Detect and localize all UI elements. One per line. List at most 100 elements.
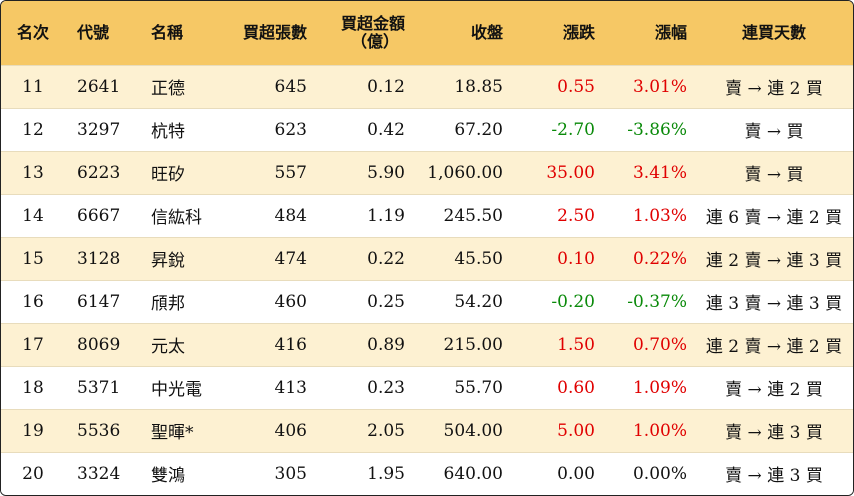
table-row: 16 6147 頎邦 460 0.25 54.20 -0.20 -0.37% 連 3 賣 → 連… bbox=[1, 279, 853, 323]
cell-change: 0.55 bbox=[511, 64, 603, 108]
header-streak: 連買天數 bbox=[741, 22, 806, 42]
cell-streak: 賣 → 連 3 買 bbox=[695, 408, 853, 452]
cell-code: 5371 bbox=[65, 365, 137, 409]
cell-rank: 20 bbox=[1, 451, 65, 495]
cell-close: 215.00 bbox=[413, 322, 511, 366]
cell-code: 6667 bbox=[65, 193, 137, 237]
cell-close: 18.85 bbox=[413, 64, 511, 108]
cell-net-buy-amount: 1.19 bbox=[315, 193, 413, 237]
cell-net-buy-lots: 623 bbox=[219, 107, 315, 151]
header-code: 代號 bbox=[77, 22, 110, 42]
cell-rank: 19 bbox=[1, 408, 65, 452]
cell-name: 信紘科 bbox=[137, 193, 219, 237]
cell-change-pct: 1.03% bbox=[603, 193, 695, 237]
cell-net-buy-amount: 0.42 bbox=[315, 107, 413, 151]
cell-code: 3324 bbox=[65, 451, 137, 495]
cell-rank: 15 bbox=[1, 236, 65, 280]
cell-net-buy-amount: 2.05 bbox=[315, 408, 413, 452]
cell-change: 1.50 bbox=[511, 322, 603, 366]
cell-net-buy-lots: 645 bbox=[219, 64, 315, 108]
cell-streak: 連 3 賣 → 連 3 買 bbox=[695, 279, 853, 323]
cell-close: 640.00 bbox=[413, 451, 511, 495]
cell-rank: 17 bbox=[1, 322, 65, 366]
cell-close: 45.50 bbox=[413, 236, 511, 280]
cell-name: 旺矽 bbox=[137, 150, 219, 194]
cell-close: 67.20 bbox=[413, 107, 511, 151]
cell-net-buy-lots: 460 bbox=[219, 279, 315, 323]
header-change: 漲跌 bbox=[562, 22, 595, 42]
cell-change: -0.20 bbox=[511, 279, 603, 323]
cell-change: 35.00 bbox=[511, 150, 603, 194]
header-net-buy-amount-line2: （億） bbox=[350, 31, 399, 51]
table-body: 11 2641 正德 645 0.12 18.85 0.55 3.01% 賣 → 連 2 買 12… bbox=[1, 64, 853, 495]
cell-change-pct: -0.37% bbox=[603, 279, 695, 323]
cell-change-pct: 1.00% bbox=[603, 408, 695, 452]
cell-change: -2.70 bbox=[511, 107, 603, 151]
cell-streak: 賣 → 連 2 買 bbox=[695, 365, 853, 409]
cell-streak: 賣 → 連 3 買 bbox=[695, 451, 853, 495]
header-net-buy-lots: 買超張數 bbox=[242, 22, 307, 42]
cell-close: 1,060.00 bbox=[413, 150, 511, 194]
cell-change-pct: 3.41% bbox=[603, 150, 695, 194]
cell-code: 6147 bbox=[65, 279, 137, 323]
cell-net-buy-lots: 557 bbox=[219, 150, 315, 194]
cell-streak: 連 2 賣 → 連 2 買 bbox=[695, 322, 853, 366]
cell-change: 0.10 bbox=[511, 236, 603, 280]
cell-name: 杭特 bbox=[137, 107, 219, 151]
table-row: 12 3297 杭特 623 0.42 67.20 -2.70 -3.86% 賣 → 買 bbox=[1, 107, 853, 151]
cell-name: 頎邦 bbox=[137, 279, 219, 323]
header-rank: 名次 bbox=[16, 22, 49, 42]
cell-streak: 連 6 賣 → 連 2 買 bbox=[695, 193, 853, 237]
cell-name: 雙鴻 bbox=[137, 451, 219, 495]
table-row: 17 8069 元太 416 0.89 215.00 1.50 0.70% 連 2 賣 → 連 … bbox=[1, 322, 853, 366]
cell-net-buy-lots: 305 bbox=[219, 451, 315, 495]
table-row: 20 3324 雙鴻 305 1.95 640.00 0.00 0.00% 賣 → 連 3 買 bbox=[1, 451, 853, 495]
cell-rank: 12 bbox=[1, 107, 65, 151]
header-change-pct: 漲幅 bbox=[654, 22, 687, 42]
cell-close: 55.70 bbox=[413, 365, 511, 409]
cell-close: 245.50 bbox=[413, 193, 511, 237]
cell-name: 正德 bbox=[137, 64, 219, 108]
cell-code: 3128 bbox=[65, 236, 137, 280]
table-row: 15 3128 昇銳 474 0.22 45.50 0.10 0.22% 連 2 賣 → 連 3… bbox=[1, 236, 853, 280]
cell-net-buy-lots: 474 bbox=[219, 236, 315, 280]
cell-name: 元太 bbox=[137, 322, 219, 366]
cell-net-buy-amount: 0.22 bbox=[315, 236, 413, 280]
cell-streak: 賣 → 連 2 買 bbox=[695, 64, 853, 108]
cell-streak: 賣 → 買 bbox=[695, 150, 853, 194]
table-row: 19 5536 聖暉* 406 2.05 504.00 5.00 1.00% 賣 → 連 3 買 bbox=[1, 408, 853, 452]
cell-rank: 16 bbox=[1, 279, 65, 323]
table-row: 11 2641 正德 645 0.12 18.85 0.55 3.01% 賣 → 連 2 買 bbox=[1, 64, 853, 108]
cell-rank: 14 bbox=[1, 193, 65, 237]
cell-net-buy-lots: 484 bbox=[219, 193, 315, 237]
cell-change: 5.00 bbox=[511, 408, 603, 452]
cell-change-pct: 3.01% bbox=[603, 64, 695, 108]
cell-change: 0.60 bbox=[511, 365, 603, 409]
cell-close: 504.00 bbox=[413, 408, 511, 452]
header-name: 名稱 bbox=[151, 22, 184, 42]
cell-change: 2.50 bbox=[511, 193, 603, 237]
cell-net-buy-lots: 413 bbox=[219, 365, 315, 409]
cell-net-buy-amount: 0.25 bbox=[315, 279, 413, 323]
cell-rank: 18 bbox=[1, 365, 65, 409]
cell-change-pct: -3.86% bbox=[603, 107, 695, 151]
cell-net-buy-lots: 416 bbox=[219, 322, 315, 366]
cell-name: 昇銳 bbox=[137, 236, 219, 280]
cell-change-pct: 0.22% bbox=[603, 236, 695, 280]
cell-close: 54.20 bbox=[413, 279, 511, 323]
header-close: 收盤 bbox=[470, 22, 503, 42]
cell-name: 中光電 bbox=[137, 365, 219, 409]
cell-rank: 13 bbox=[1, 150, 65, 194]
cell-net-buy-amount: 0.89 bbox=[315, 322, 413, 366]
cell-net-buy-amount: 0.23 bbox=[315, 365, 413, 409]
cell-name: 聖暉* bbox=[137, 408, 219, 452]
cell-code: 6223 bbox=[65, 150, 137, 194]
cell-change-pct: 0.70% bbox=[603, 322, 695, 366]
cell-net-buy-lots: 406 bbox=[219, 408, 315, 452]
cell-change-pct: 0.00% bbox=[603, 451, 695, 495]
cell-code: 5536 bbox=[65, 408, 137, 452]
cell-code: 8069 bbox=[65, 322, 137, 366]
table-row: 18 5371 中光電 413 0.23 55.70 0.60 1.09% 賣 → 連 2 買 bbox=[1, 365, 853, 409]
